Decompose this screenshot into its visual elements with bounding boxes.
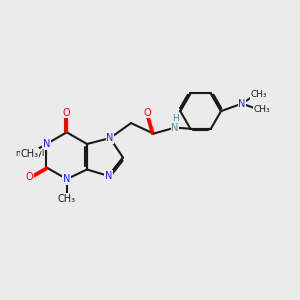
Text: CH₃: CH₃ xyxy=(58,194,76,204)
Text: O: O xyxy=(63,108,70,118)
Text: N: N xyxy=(106,133,114,143)
Text: CH₃: CH₃ xyxy=(250,90,267,99)
Text: CH₃: CH₃ xyxy=(253,105,270,114)
Text: N: N xyxy=(63,174,70,184)
Text: methyl: methyl xyxy=(15,149,44,158)
Text: CH₃: CH₃ xyxy=(20,149,39,159)
Text: N: N xyxy=(238,99,246,109)
Text: H: H xyxy=(172,114,178,123)
Text: O: O xyxy=(144,108,151,118)
Text: N: N xyxy=(171,123,179,133)
Text: O: O xyxy=(26,172,33,182)
Text: N: N xyxy=(105,171,112,181)
Text: N: N xyxy=(43,139,50,149)
